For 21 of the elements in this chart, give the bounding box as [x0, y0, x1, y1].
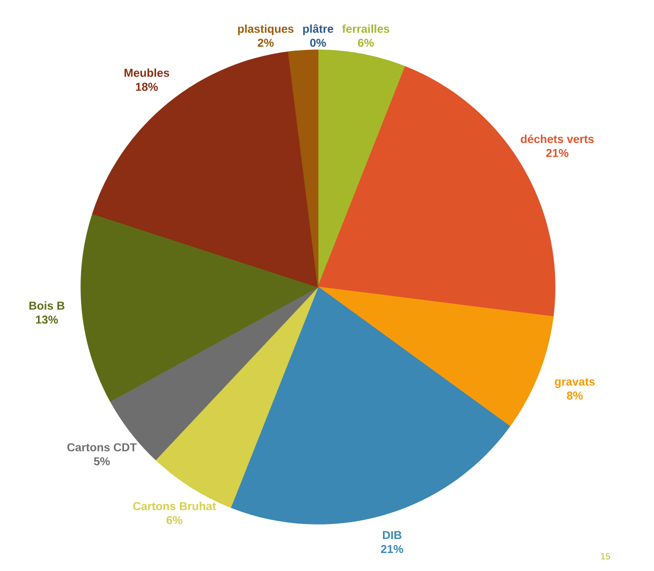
data-label: 13% [36, 316, 58, 324]
data-label: 8% [566, 392, 583, 400]
data-label: 21% [546, 148, 568, 158]
slice-label: Bois B [29, 301, 64, 310]
slice-label: DIB [382, 531, 402, 540]
data-label: 2% [258, 38, 274, 47]
category-label: plâtre [303, 24, 334, 36]
slice-label: gravats [554, 378, 595, 388]
slice-label: déchets verts [520, 134, 594, 144]
data-label: 21% [380, 544, 404, 554]
slice-label: Meubles [124, 68, 170, 77]
data-label: 18% [136, 82, 158, 91]
text: 15 [601, 553, 610, 560]
slice-label: plastiques [238, 24, 294, 36]
slice-label: Cartons CDT [67, 443, 137, 452]
slice-label: Cartons Bruhat [133, 502, 216, 510]
data-label: 6% [358, 38, 374, 47]
data-label: 5% [94, 457, 110, 466]
slice-label: ferrailles [342, 24, 390, 33]
data-label: 6% [166, 516, 182, 524]
text: 0% [310, 38, 326, 47]
